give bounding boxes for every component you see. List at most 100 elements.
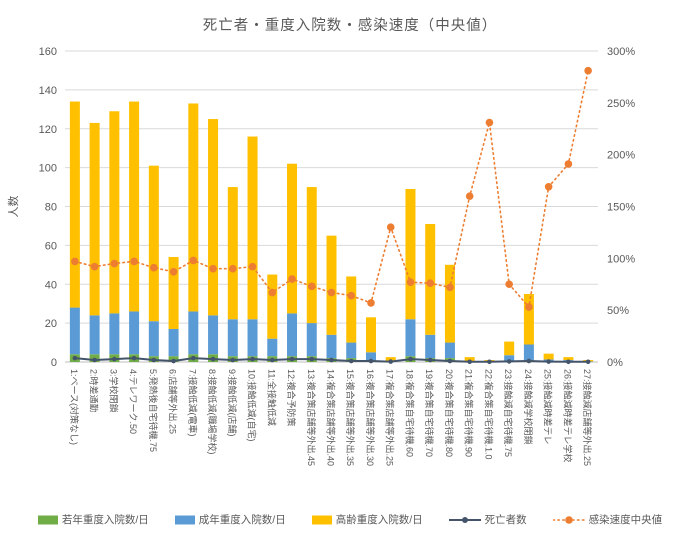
legend: 若年重度入院数/日 成年重度入院数/日 高齢重度入院数/日 死亡者数 感染速度中央値 <box>0 512 700 527</box>
deaths-marker <box>151 357 157 363</box>
y-axis-tick-left: 160 <box>39 46 57 58</box>
infection-speed-marker <box>426 279 435 288</box>
x-axis-label: 20:複合策自宅待機.80 <box>444 369 455 457</box>
y-axis-title: 人数 <box>7 196 20 218</box>
infection-speed-marker <box>406 278 415 286</box>
x-axis-label: 27:接触減店舗等外出.25 <box>582 369 593 466</box>
deaths-marker <box>92 357 97 363</box>
legend-label: 感染速度中央値 <box>588 514 663 526</box>
bar-segment-1 <box>227 319 238 357</box>
infection-speed-marker <box>209 264 217 273</box>
legend-label: 死亡者数 <box>484 514 527 526</box>
bar-segment-1 <box>89 315 100 355</box>
x-axis-label: 3:学校閉鎖 <box>108 369 119 413</box>
x-axis-label: 19:複合策自宅待機.70 <box>424 369 435 457</box>
x-axis-label: 13:複合策店舗等外出.45 <box>306 369 317 466</box>
deaths-marker <box>447 358 453 364</box>
infection-speed-marker <box>347 291 356 300</box>
y-axis-tick-right: 100% <box>607 253 635 265</box>
infection-speed-marker <box>228 264 237 273</box>
deaths-marker <box>408 356 413 362</box>
legend-item: 感染速度中央値 <box>552 512 663 527</box>
infection-speed-marker <box>110 259 119 268</box>
bar-segment-1 <box>69 307 80 355</box>
x-axis-label: 1:ベース(対策なし) <box>69 369 80 445</box>
bar-segment-1 <box>425 334 436 359</box>
bar-segment-1 <box>168 328 179 357</box>
x-axis-label: 8:接触低減(職場学校) <box>207 369 218 455</box>
deaths-marker <box>506 359 512 364</box>
y-axis-tick-left: 60 <box>45 240 57 252</box>
infection-speed-marker <box>584 66 592 75</box>
bar-segment-2 <box>89 122 100 316</box>
bar-segment-1 <box>444 342 455 359</box>
infection-speed-marker <box>130 257 138 266</box>
bar-segment-1 <box>306 323 317 357</box>
y-axis-tick-left: 20 <box>45 318 57 330</box>
bar-segment-2 <box>227 187 238 320</box>
x-axis-label: 4:テレワーク.50 <box>128 369 138 434</box>
y-axis-tick-right: 0% <box>607 357 623 369</box>
infection-speed-marker <box>268 288 277 297</box>
bar-segment-1 <box>148 321 159 357</box>
deaths-marker <box>309 356 315 362</box>
infection-speed-line <box>74 69 589 309</box>
x-axis-label: 26:接触減時差テレ学校 <box>562 369 573 463</box>
infection-speed-marker <box>150 263 158 272</box>
x-axis-label: 18:複合策自宅待機.60 <box>404 369 415 457</box>
infection-speed-marker <box>189 256 198 265</box>
infection-speed-marker <box>169 268 178 276</box>
legend-marker-icon <box>448 516 481 523</box>
infection-speed-marker <box>90 262 99 271</box>
infection-speed-marker <box>505 280 513 289</box>
bar-segment-1 <box>326 334 337 359</box>
x-axis-label: 9:接触低減(店舗) <box>227 369 238 437</box>
infection-speed-marker <box>485 118 494 127</box>
deaths-marker <box>289 356 295 362</box>
deaths-marker <box>250 356 255 362</box>
x-axis-label: 16:複合策店舗等外出.30 <box>365 369 376 466</box>
y-axis-tick-right: 200% <box>607 150 635 162</box>
x-axis-label: 21:複合策自宅待機.90 <box>464 369 475 457</box>
y-axis-tick-left: 0 <box>51 357 57 369</box>
legend-item: 高齢重度入院数/日 <box>311 512 423 527</box>
x-axis-label: 22:複合策自宅待機.1.0 <box>483 369 494 460</box>
deaths-marker <box>467 359 472 365</box>
legend-marker-icon <box>311 515 332 524</box>
x-axis-label: 7:接触低減(電車) <box>187 369 198 437</box>
bar-segment-2 <box>504 341 515 356</box>
infection-speed-marker <box>564 160 573 168</box>
deaths-marker <box>585 359 591 365</box>
y-axis-tick-left: 120 <box>39 124 57 136</box>
bar-segment-2 <box>405 189 416 320</box>
bar-segment-2 <box>563 357 574 361</box>
x-axis-label: 6:店舗等外出.25 <box>168 369 179 434</box>
infection-speed-marker <box>465 192 474 200</box>
infection-speed-marker <box>307 282 316 291</box>
deaths-marker <box>566 359 571 365</box>
bar-segment-2 <box>109 111 120 314</box>
x-axis-label: 11:全接触低減 <box>266 369 277 426</box>
deaths-marker <box>368 358 374 364</box>
legend-item: 死亡者数 <box>448 512 527 527</box>
deaths-marker <box>171 358 176 364</box>
legend-label: 成年重度入院数/日 <box>198 514 286 526</box>
bar-segment-1 <box>405 319 416 357</box>
infection-speed-marker <box>327 288 336 297</box>
infection-speed-marker <box>525 303 533 311</box>
deaths-marker <box>546 359 551 364</box>
bar-segment-2 <box>385 357 396 362</box>
chart-title: 死亡者・重度入院数・感染速度（中央値） <box>202 18 498 34</box>
bar-segment-2 <box>287 163 298 314</box>
deaths-marker <box>526 358 532 364</box>
bar-segment-2 <box>168 257 179 329</box>
bar-segment-2 <box>69 101 80 308</box>
legend-label: 若年重度入院数/日 <box>61 514 149 526</box>
bar-segment-2 <box>247 136 258 320</box>
bar-segment-1 <box>188 311 199 355</box>
legend-marker-icon <box>37 515 58 524</box>
x-axis-label: 2:時差通勤 <box>89 369 100 413</box>
legend-label: 高齢重度入院数/日 <box>335 514 423 526</box>
bar-segment-2 <box>148 165 159 322</box>
